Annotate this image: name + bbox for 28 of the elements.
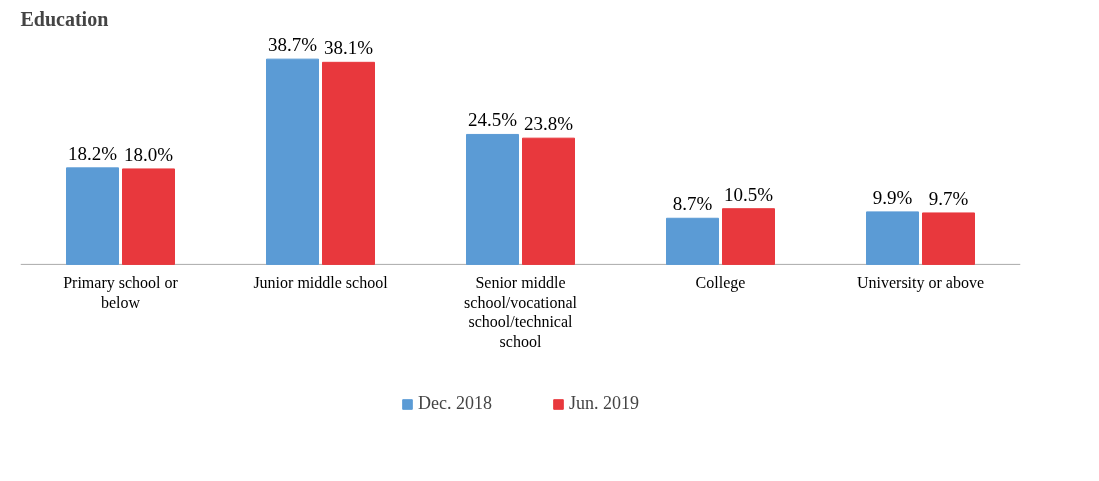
data-label: 9.9% — [872, 186, 913, 208]
bar — [522, 137, 575, 265]
chart-title: Education — [20, 7, 109, 30]
bar — [322, 61, 375, 265]
x-tick-label: Junior middle school — [253, 274, 389, 292]
data-label: 18.0% — [123, 143, 174, 165]
x-tick-label: Primary school or below — [63, 274, 179, 311]
data-label: 23.8% — [523, 113, 574, 135]
data-label: 9.7% — [928, 187, 969, 209]
data-label: 38.1% — [323, 37, 374, 59]
data-label: 24.5% — [467, 109, 518, 131]
bar — [122, 168, 175, 265]
data-label: 8.7% — [672, 193, 713, 215]
bar — [66, 167, 119, 265]
data-label: 18.2% — [67, 142, 118, 164]
data-label: 10.5% — [723, 183, 774, 205]
data-label: 38.7% — [267, 34, 318, 56]
x-tick-label: Senior middle school/vocational school/technical school — [464, 274, 578, 351]
bar — [666, 217, 719, 265]
bar — [266, 58, 319, 265]
legend-label: Jun. 2019 — [568, 393, 639, 414]
bar — [922, 212, 975, 265]
x-tick-label: College — [695, 274, 746, 293]
bar — [466, 133, 519, 265]
bar — [722, 208, 775, 265]
legend-label: Dec. 2018 — [418, 393, 492, 414]
bar — [866, 211, 919, 265]
x-tick-label: University or above — [856, 274, 985, 293]
